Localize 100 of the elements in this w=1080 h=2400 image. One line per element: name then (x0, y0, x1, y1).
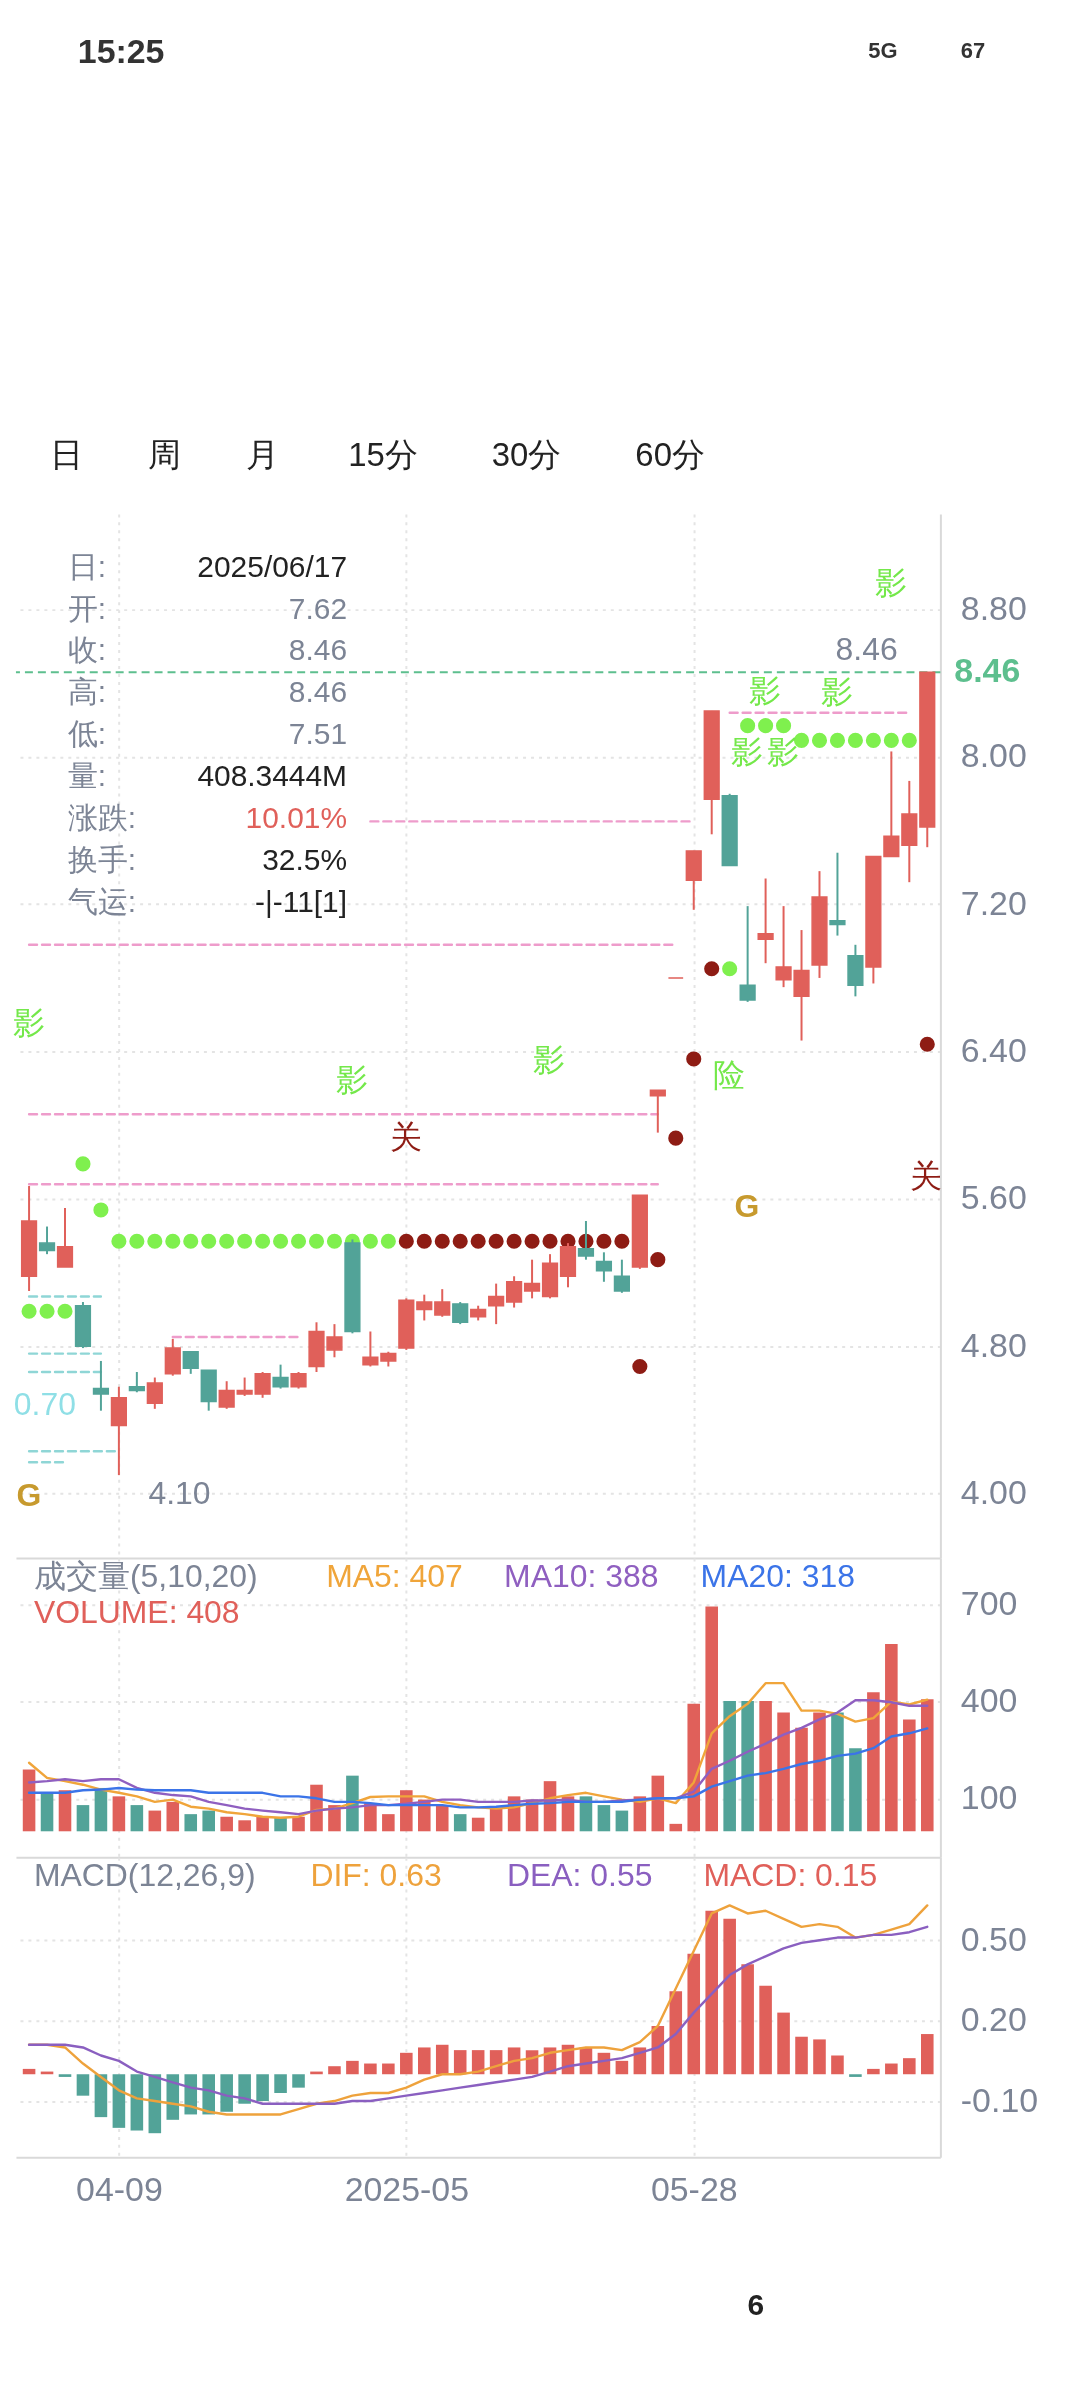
bar (274, 2074, 287, 2094)
point (847, 732, 863, 748)
annotation: 4.10 (148, 1475, 211, 1512)
annotation: 408.3444M (197, 759, 348, 793)
bar (849, 1748, 862, 1832)
point (398, 1233, 414, 1249)
candlestick (92, 1359, 110, 1412)
bar (849, 2074, 862, 2077)
annotation: 32.5% (262, 842, 348, 876)
y-tick-label: 400 (960, 1681, 1018, 1720)
text: 5G (868, 38, 898, 64)
bar (328, 1805, 341, 1832)
bar (777, 1712, 790, 1832)
candlestick (38, 1225, 56, 1256)
annotation: 日: (67, 549, 107, 583)
bar (867, 2068, 880, 2075)
y-tick-label: 4.80 (960, 1325, 1027, 1364)
point (632, 1358, 648, 1375)
series-label: MACD: 0.15 (703, 1857, 878, 1894)
candlestick (829, 851, 846, 937)
bar (615, 2060, 629, 2075)
bar (130, 1805, 144, 1832)
bar (723, 1918, 736, 2075)
candlestick (739, 905, 756, 1003)
bar (76, 1805, 90, 1832)
annotation: G (734, 1187, 760, 1224)
y-tick-label: 7.20 (960, 883, 1027, 922)
point (201, 1233, 217, 1249)
candlestick (523, 1258, 541, 1300)
bar (920, 1699, 934, 1832)
point (147, 1233, 163, 1249)
point (57, 1303, 73, 1319)
text: 60分 (635, 436, 705, 474)
point (75, 1156, 91, 1172)
annotation: 关 (910, 1158, 943, 1195)
point (326, 1233, 343, 1249)
point (183, 1233, 199, 1249)
annotation: 关 (389, 1119, 422, 1156)
point (524, 1233, 540, 1249)
bar (831, 2055, 844, 2075)
text: 周 (148, 436, 182, 474)
annotation: 低: (67, 717, 107, 751)
bar (238, 1820, 251, 1832)
line-series (27, 1681, 929, 1819)
bar (346, 2060, 359, 2075)
annotation: 涨跌: (67, 801, 137, 835)
x-tick-label: 04-09 (76, 2169, 163, 2208)
annotation: 影 (12, 1005, 45, 1042)
y-tick-label: 700 (960, 1584, 1018, 1623)
point (165, 1233, 181, 1249)
point (470, 1233, 486, 1249)
candlestick (218, 1380, 235, 1410)
annotation: 开: (67, 591, 107, 625)
bar (615, 1810, 629, 1832)
y-tick-label: 8.00 (960, 736, 1027, 775)
bar (112, 1796, 126, 1832)
point (668, 1130, 684, 1146)
point (542, 1233, 558, 1249)
chart-title: 成交量(5,10,20) (33, 1557, 258, 1594)
annotation: 影 (766, 734, 799, 771)
annotation: 8.46 (835, 631, 898, 668)
point (776, 718, 792, 734)
point (111, 1233, 127, 1249)
point (237, 1233, 253, 1249)
bar (867, 1692, 880, 1832)
bar (328, 2066, 341, 2075)
bar (148, 1810, 162, 1832)
candlestick (505, 1275, 523, 1309)
bar (795, 1727, 808, 1832)
point (506, 1233, 522, 1249)
bar (471, 1817, 485, 1832)
bar (705, 1910, 718, 2075)
candlestick (272, 1363, 289, 1390)
point (129, 1233, 145, 1249)
bar (130, 2074, 144, 2131)
candlestick (613, 1258, 630, 1294)
x-tick-label: 05-28 (650, 2169, 738, 2208)
candlestick (416, 1293, 433, 1322)
text: VOLUME: 408 (33, 1593, 240, 1630)
bar (58, 2074, 72, 2077)
y-tick-label: 4.00 (960, 1473, 1027, 1512)
line-series (27, 1727, 929, 1809)
point (219, 1233, 235, 1249)
annotation: 影 (533, 1042, 566, 1079)
annotation: 影 (730, 734, 763, 771)
bar (94, 2074, 108, 2118)
bar (687, 1703, 701, 1832)
bar (453, 2050, 467, 2075)
point (290, 1233, 307, 1249)
annotation: 0.70 (13, 1386, 76, 1423)
text: DEA: 0.55 (506, 1857, 653, 1894)
bar (597, 1805, 611, 1832)
y-tick-label: 0.50 (960, 1919, 1027, 1958)
bar (22, 2068, 36, 2075)
x-tick-label: 2025-05 (344, 2169, 470, 2208)
bar (723, 1700, 736, 1832)
text: 67 (960, 38, 986, 64)
bar (382, 1814, 395, 1832)
annotation: 8.46 (288, 633, 348, 667)
annotation: G (16, 1477, 42, 1514)
